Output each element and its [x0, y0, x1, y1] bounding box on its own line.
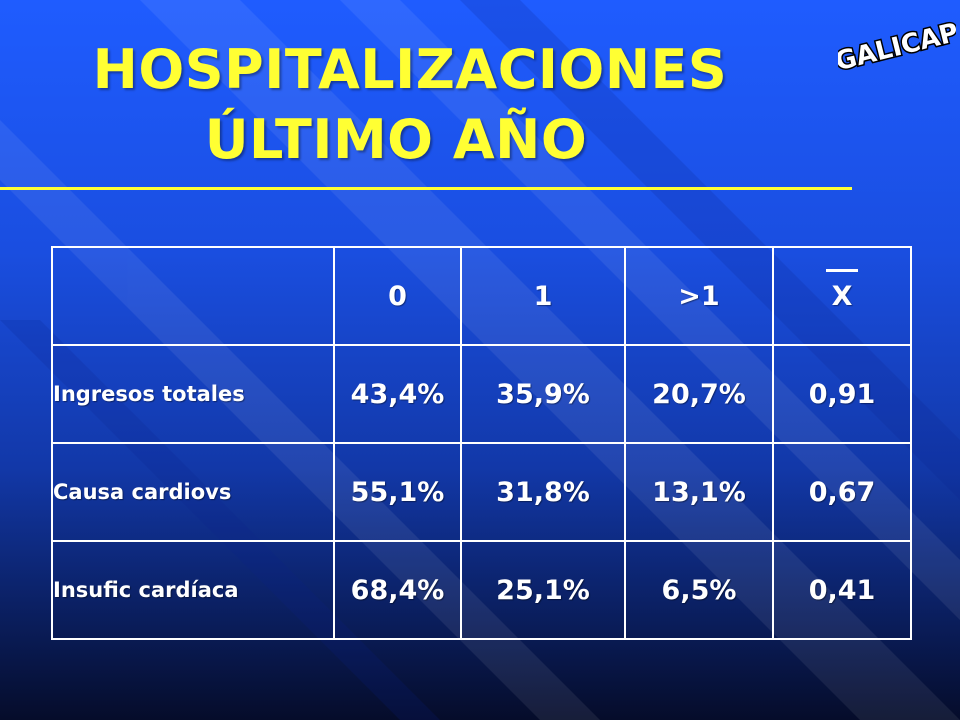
header-cell-one: 1 [460, 246, 626, 346]
logo-text: GALICAP [838, 18, 956, 78]
table-cell: 0,91 [772, 344, 912, 444]
row-label: Ingresos totales [51, 344, 335, 444]
header-cell-mean: X [772, 246, 912, 346]
slide-title-line-1: HOSPITALIZACIONES [92, 38, 728, 101]
table-cell: 0,41 [772, 540, 912, 640]
hospitalizations-table: 0 1 >1 X Ingresos totales 43,4% 35,9% 20… [51, 246, 912, 640]
table-row: Causa cardiovs 55,1% 31,8% 13,1% 0,67 [51, 442, 912, 542]
table-cell: 31,8% [460, 442, 626, 542]
table-cell: 55,1% [333, 442, 462, 542]
table-cell: 25,1% [460, 540, 626, 640]
table-cell: 6,5% [624, 540, 774, 640]
table-cell: 0,67 [772, 442, 912, 542]
title-underline-rule [0, 187, 852, 190]
table-cell: 43,4% [333, 344, 462, 444]
table-cell: 13,1% [624, 442, 774, 542]
row-label: Insufic cardíaca [51, 540, 335, 640]
header-cell-more-than-one: >1 [624, 246, 774, 346]
slide-title-line-2: ÚLTIMO AÑO [204, 108, 588, 171]
header-cell-zero: 0 [333, 246, 462, 346]
galicap-logo: GALICAP [838, 16, 956, 79]
mean-symbol: X [825, 268, 859, 312]
row-label: Causa cardiovs [51, 442, 335, 542]
table-cell: 68,4% [333, 540, 462, 640]
table-row: Insufic cardíaca 68,4% 25,1% 6,5% 0,41 [51, 540, 912, 640]
table-cell: 35,9% [460, 344, 626, 444]
header-cell-corner [51, 246, 335, 346]
table-cell: 20,7% [624, 344, 774, 444]
table-row: Ingresos totales 43,4% 35,9% 20,7% 0,91 [51, 344, 912, 444]
table-header-row: 0 1 >1 X [51, 246, 912, 346]
